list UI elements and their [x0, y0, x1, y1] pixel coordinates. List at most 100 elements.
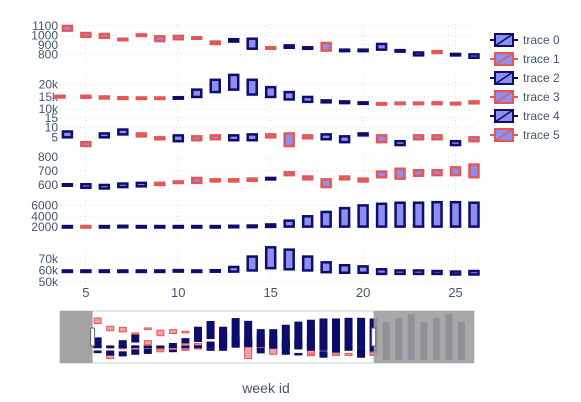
panel-1-candle-15 — [338, 100, 351, 105]
panel-5-candle-15 — [338, 263, 351, 274]
legend: trace 0 trace 1 trace 2 trace 3 trace 4 trace… — [490, 33, 560, 142]
legend-item-trace-3[interactable]: trace 3 — [490, 90, 560, 104]
panel-1-candle-1 — [80, 94, 92, 99]
panel-1-candle-17 — [375, 101, 388, 106]
x-tick-label: 25 — [448, 285, 462, 300]
panel-3-candle-4 — [135, 181, 148, 188]
panel-2-candle-5 — [154, 136, 166, 141]
legend-slash-icon — [494, 128, 514, 142]
panel-0-candle-17 — [375, 42, 388, 51]
panel-3-candle-22 — [468, 163, 480, 179]
slider-mini-candle-0-0 — [93, 317, 102, 325]
panel-1-candle-4 — [135, 96, 148, 101]
panel-3-candle-7 — [191, 176, 203, 185]
slider-mini-candle-0-1 — [106, 325, 115, 332]
range-slider[interactable] — [59, 310, 475, 364]
legend-slash-icon — [494, 109, 514, 123]
legend-item-trace-4[interactable]: trace 4 — [490, 109, 560, 123]
panel-3-candle-5 — [154, 181, 166, 187]
slider-mini-candle-3-0 — [93, 350, 102, 354]
slider-mini-candle-0-5 — [156, 329, 165, 337]
panel-2-ytick-label: 10 — [45, 121, 59, 135]
panel-3-candle-9 — [227, 178, 240, 183]
panel-2-candle-22 — [468, 136, 480, 143]
panel-2-candle-16 — [357, 132, 369, 137]
panel-5-candle-16 — [357, 265, 369, 274]
legend-label: trace 5 — [523, 128, 560, 142]
slider-mini-candle-0-4 — [143, 327, 152, 331]
legend-label: trace 3 — [523, 90, 560, 104]
panel-3-candle-15 — [338, 175, 351, 181]
legend-item-trace-1[interactable]: trace 1 — [490, 52, 560, 66]
panel-5-ytick-label: 60k — [39, 263, 59, 277]
panel-4-candle-20 — [431, 200, 443, 228]
slider-mini-candle-5-9 — [206, 341, 215, 349]
legend-item-trace-5[interactable]: trace 5 — [490, 128, 560, 142]
slider-mini-candle-5-16 — [294, 340, 303, 350]
panel-4-candle-9 — [227, 224, 240, 229]
x-axis-title: week id — [241, 380, 289, 396]
panel-3-candle-13 — [301, 175, 314, 181]
panel-2-candle-14 — [320, 133, 332, 141]
slider-mini-candle-0-7 — [181, 330, 190, 334]
panel-2-candle-7 — [191, 135, 203, 142]
panel-4-candle-21 — [449, 200, 462, 228]
panel-1-candle-19 — [412, 101, 425, 106]
panel-4-candle-13 — [301, 215, 314, 228]
slider-mini-candle-5-12 — [244, 320, 253, 346]
panel-0-candle-2 — [98, 32, 111, 40]
panel-5-candle-21 — [449, 270, 462, 276]
panel-4-candle-8 — [209, 224, 221, 229]
panel-1-candle-22 — [468, 100, 480, 105]
panel-0-candle-1 — [80, 31, 92, 39]
panel-5-candle-17 — [375, 268, 388, 276]
panel-1-candle-21 — [449, 101, 462, 106]
panel-5-candle-5 — [154, 269, 166, 274]
panel-1-ytick-label: 10k — [39, 102, 59, 116]
panel-1-candle-16 — [357, 101, 369, 106]
x-tick-label: 5 — [82, 285, 89, 300]
range-slider-handle-left[interactable] — [90, 327, 96, 347]
slider-mini-candle-1-8 — [194, 326, 202, 342]
panel-4-candle-14 — [320, 210, 332, 228]
panel-2-candle-20 — [431, 134, 443, 141]
panel-0-candle-15 — [338, 48, 351, 53]
legend-item-trace-2[interactable]: trace 2 — [490, 71, 560, 85]
panel-0-ytick-label: 1100 — [32, 19, 58, 33]
panel-3-candle-1 — [80, 183, 92, 190]
slider-mini-candle-5-7 — [181, 345, 190, 349]
legend-slash-icon — [494, 90, 514, 104]
slider-mini-candle-1-19 — [332, 353, 340, 356]
panel-4-candle-4 — [135, 224, 148, 229]
slider-mini-candle-5-15 — [281, 339, 290, 350]
panel-1-ytick-label: 15k — [39, 90, 59, 104]
panel-3-candle-21 — [449, 166, 462, 177]
panel-1-candle-8 — [209, 78, 221, 94]
panel-1-candle-9 — [227, 73, 240, 91]
slider-mini-candle-5-10 — [219, 329, 228, 347]
panel-0-ytick-label: 1000 — [31, 28, 58, 42]
legend-item-trace-0[interactable]: trace 0 — [490, 33, 560, 47]
panel-0-candle-6 — [172, 34, 185, 41]
panel-4-candle-3 — [117, 224, 129, 229]
slider-mini-candle-5-14 — [269, 336, 278, 349]
range-slider-handle-right[interactable] — [371, 327, 377, 347]
slider-mini-candle-5-5 — [156, 345, 165, 349]
panel-4-candle-12 — [283, 219, 295, 228]
panel-3-candle-6 — [172, 180, 185, 185]
panel-4-candle-0 — [61, 224, 74, 229]
slider-mini-candle-4-19 — [332, 318, 340, 348]
panel-0-candle-5 — [154, 35, 166, 43]
slider-mini-candle-5-6 — [168, 345, 177, 348]
panel-2-candle-3 — [117, 128, 129, 136]
panel-0-candle-16 — [357, 48, 369, 53]
panel-1-candle-11 — [264, 85, 277, 99]
panel-4-candle-1 — [80, 224, 92, 229]
panel-3-candle-3 — [117, 182, 129, 189]
panel-2-candle-1 — [80, 140, 92, 148]
panel-1-candle-20 — [431, 101, 443, 106]
panel-4-candle-2 — [98, 224, 111, 229]
